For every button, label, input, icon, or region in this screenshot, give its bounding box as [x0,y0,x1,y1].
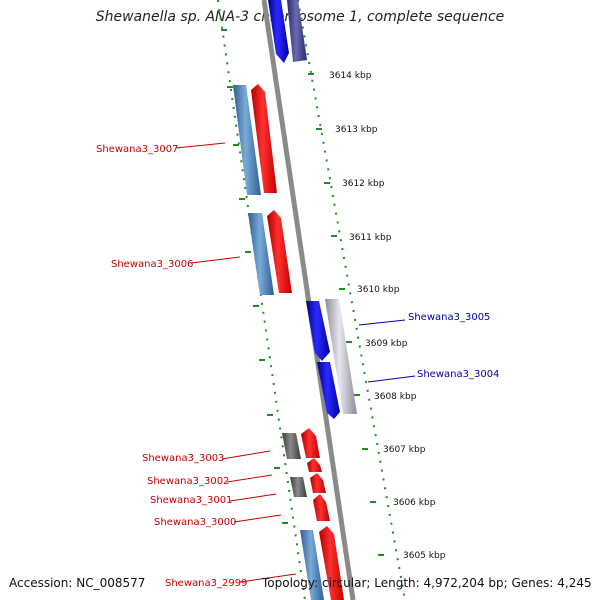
kbp-label: 3612 kbp [342,179,385,189]
right-tick-ring [297,0,406,600]
topology-text: Topology: circular; Length: 4,972,204 bp… [262,576,592,590]
kbp-label: 3606 kbp [393,498,436,508]
gene-labels: Shewana3_3007 Shewana3_3006 Shewana3_300… [96,144,499,528]
gene-label-2999: Shewana3_2999 [165,578,248,589]
label-leader-2999 [239,573,297,583]
gene-label-3002: Shewana3_3002 [147,476,229,487]
gene-label-3007: Shewana3_3007 [96,144,178,155]
gene-label-3003: Shewana3_3003 [142,453,224,464]
label-leaders [175,142,416,523]
right-major-ticks [308,73,384,556]
gene-label-3001: Shewana3_3001 [150,495,232,506]
forward-gene-feature [248,213,274,295]
kbp-label: 3613 kbp [335,125,378,135]
gene-label-3005: Shewana3_3005 [408,312,490,323]
grey-gene-feature [290,477,307,497]
kbp-label: 3611 kbp [349,233,392,243]
forward-gene-feature [300,530,324,600]
gene-label-3006: Shewana3_3006 [111,259,193,270]
left-major-ticks [221,29,288,524]
top-reverse-features [268,0,307,63]
reverse-cds-feature [306,301,330,361]
reverse-gene-feature [287,0,307,62]
forward-cds-feature [301,428,320,458]
kbp-label: 3608 kbp [374,392,417,402]
genome-backbone [261,0,356,600]
accession-text: Accession: NC_008577 [9,576,146,590]
feature-pair-3006 [248,210,292,295]
reverse-cds-feature [268,0,289,63]
forward-gene-feature [233,85,261,195]
forward-cds-feature [307,458,322,472]
left-tick-ring [217,0,306,600]
reverse-gene-feature [325,299,357,414]
gene-label-3004: Shewana3_3004 [417,369,499,380]
forward-cds-feature [267,210,292,293]
feature-pair-2999 [300,526,344,600]
kbp-label: 3610 kbp [357,285,400,295]
kbp-label: 3609 kbp [365,339,408,349]
gene-label-3000: Shewana3_3000 [154,517,236,528]
forward-cds-feature [313,494,330,521]
kbp-label: 3614 kbp [329,71,372,81]
forward-cds-feature [319,526,344,600]
grey-gene-feature [282,433,301,459]
forward-cds-feature [310,473,326,493]
feature-pair-3005-3004 [306,299,357,419]
kbp-label: 3605 kbp [403,551,446,561]
feature-pair-3007 [233,84,277,195]
forward-cds-feature [251,84,277,193]
feature-cluster-3003-3000 [282,428,330,521]
kbp-labels: 3614 kbp 3613 kbp 3612 kbp 3611 kbp 3610… [329,71,446,561]
kbp-label: 3607 kbp [383,445,426,455]
map-footer: Accession: NC_008577 Shewana3_2999 Topol… [0,574,600,596]
reverse-cds-feature [317,362,340,419]
